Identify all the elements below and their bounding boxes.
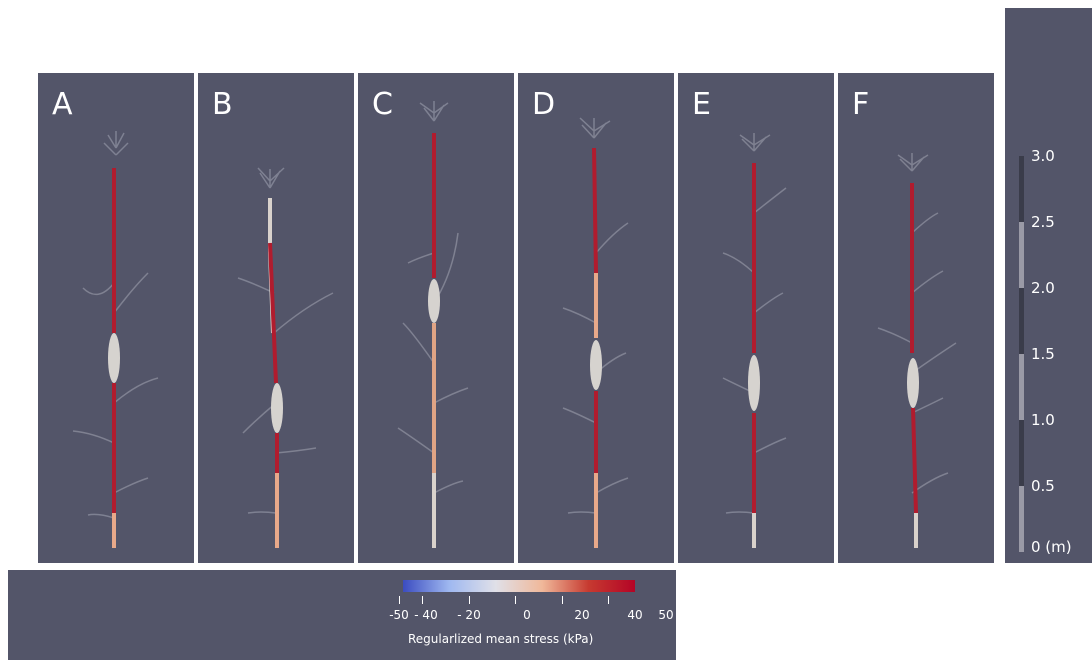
scale-tick-label: 2.0	[1031, 279, 1055, 297]
panel-b: B	[198, 73, 354, 563]
scale-segment	[1019, 486, 1024, 552]
panel-c: C	[358, 73, 514, 563]
plant-stem-c	[397, 101, 469, 548]
scale-segment	[1019, 420, 1024, 486]
colorbar-tick	[422, 596, 423, 604]
colorbar-gradient	[403, 580, 635, 592]
panel-f: F	[838, 73, 994, 563]
panel-label: A	[52, 87, 73, 122]
colorbar-tick	[562, 596, 563, 604]
scale-tick-label: 2.5	[1031, 213, 1055, 231]
colorbar-tick-label: - 20	[457, 608, 481, 622]
panel-label: F	[852, 87, 870, 122]
colorbar-title: Regularlized mean stress (kPa)	[408, 632, 594, 646]
colorbar-tick	[608, 596, 609, 604]
plant-stem-d	[562, 117, 629, 548]
colorbar-tick-label: - 40	[414, 608, 438, 622]
colorbar-tick-label: 20	[574, 608, 590, 622]
scale-segment	[1019, 354, 1024, 420]
panel-label: E	[692, 87, 711, 122]
scale-tick-label: 3.0	[1031, 147, 1055, 165]
colorbar-tick	[515, 596, 516, 604]
plant-stem-f	[877, 153, 957, 548]
panel-label: D	[532, 87, 556, 122]
colorbar-tick-label: -50	[389, 608, 409, 622]
scale-tick-label: 1.5	[1031, 345, 1055, 363]
colorbar-tick-label: 40	[627, 608, 643, 622]
panel-d: D	[518, 73, 674, 563]
colorbar-tick	[399, 596, 400, 604]
plant-stem-a	[72, 131, 159, 548]
scale-tick-label: 0 (m)	[1031, 538, 1072, 556]
panel-label: B	[212, 87, 233, 122]
scale-tick-label: 1.0	[1031, 411, 1055, 429]
colorbar-tick	[469, 596, 470, 604]
scale-segment	[1019, 156, 1024, 222]
panel-e: E	[678, 73, 834, 563]
panel-label: C	[372, 87, 393, 122]
panel-a: A	[38, 73, 194, 563]
plant-stem-e	[722, 133, 787, 548]
scale-tick-label: 0.5	[1031, 477, 1055, 495]
colorbar-tick-label: 0	[523, 608, 531, 622]
plant-stem-b	[237, 167, 334, 548]
colorbar-legend: -50 - 40 - 20 0 20 40 50 Regularlized me…	[8, 570, 676, 660]
height-scale-bar: 3.0 2.5 2.0 1.5 1.0 0.5 0 (m)	[1005, 8, 1092, 563]
scale-segment	[1019, 288, 1024, 354]
colorbar-tick-label: 50	[658, 608, 674, 622]
scale-segment	[1019, 222, 1024, 288]
